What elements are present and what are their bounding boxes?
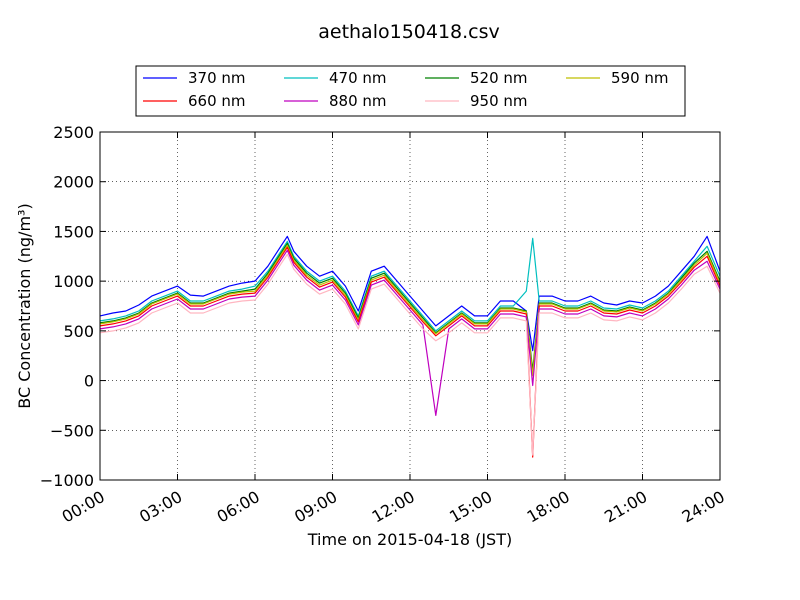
legend-item: 370 nm xyxy=(143,69,246,87)
legend-label: 590 nm xyxy=(611,69,669,87)
y-tick-label: 1000 xyxy=(53,272,94,291)
x-tick-label: 09:00 xyxy=(291,487,340,527)
series-line-6 xyxy=(99,253,721,456)
legend-item: 660 nm xyxy=(143,92,246,110)
y-tick-label: −500 xyxy=(50,421,94,440)
legend-label: 880 nm xyxy=(329,92,387,110)
y-tick-label: 500 xyxy=(63,322,94,341)
y-tick-label: 0 xyxy=(84,372,94,391)
y-tick-label: −1000 xyxy=(40,471,94,490)
series-line-4 xyxy=(99,246,721,458)
x-tick-label: 21:00 xyxy=(601,487,650,527)
legend-item: 470 nm xyxy=(284,69,387,87)
legend-label: 660 nm xyxy=(188,92,246,110)
y-axis-label: BC Concentration (ng/m³) xyxy=(15,203,34,408)
grid-lines xyxy=(100,132,720,480)
y-tick-label: 2500 xyxy=(53,123,94,142)
legend-item: 880 nm xyxy=(284,92,387,110)
legend-label: 470 nm xyxy=(329,69,387,87)
series-line-3 xyxy=(99,244,721,377)
y-tick-label: 2000 xyxy=(53,173,94,192)
x-tick-label: 06:00 xyxy=(214,487,263,527)
x-tick-label: 00:00 xyxy=(59,487,108,527)
y-axis: −1000 −500 0 500 1000 1500 2000 2500 xyxy=(40,123,720,490)
x-tick-label: 18:00 xyxy=(524,487,573,527)
series-line-5 xyxy=(99,249,721,416)
legend-item: 520 nm xyxy=(425,69,528,87)
x-tick-label: 24:00 xyxy=(679,487,728,527)
legend-label: 950 nm xyxy=(470,92,528,110)
y-tick-label: 1500 xyxy=(53,222,94,241)
x-axis-label: Time on 2015-04-18 (JST) xyxy=(307,530,512,549)
series-line-0 xyxy=(99,235,721,352)
series-lines xyxy=(99,235,721,458)
x-tick-label: 15:00 xyxy=(446,487,495,527)
legend-label: 370 nm xyxy=(188,69,246,87)
series-line-2 xyxy=(99,242,721,372)
chart-title: aethalo150418.csv xyxy=(318,21,500,43)
x-tick-label: 12:00 xyxy=(369,487,418,527)
x-tick-label: 03:00 xyxy=(136,487,185,527)
legend: 370 nm 470 nm 520 nm 590 nm 660 nm 880 nm 950 … xyxy=(135,65,686,117)
legend-item: 590 nm xyxy=(566,69,669,87)
legend-item: 950 nm xyxy=(425,92,528,110)
x-axis: 00:00 03:00 06:00 09:00 12:00 15:00 18:00 21:00… xyxy=(59,132,728,527)
legend-label: 520 nm xyxy=(470,69,528,87)
legend-frame xyxy=(135,65,686,117)
series-line-1 xyxy=(99,237,721,332)
